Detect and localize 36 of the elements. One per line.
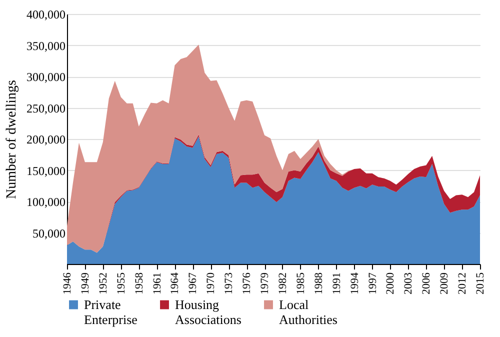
x-tick-label: 2015: [474, 272, 486, 294]
x-tick-label: 2006: [420, 272, 433, 294]
x-tick-label: 1973: [223, 272, 236, 294]
x-tick-label: 1955: [115, 272, 128, 294]
x-tick-label: 1964: [169, 272, 182, 294]
x-tick-label: 1961: [151, 272, 164, 294]
x-tick-label: 1946: [62, 272, 74, 294]
y-tick-label: 250,000: [26, 101, 66, 116]
x-tick-label: 2012: [456, 272, 469, 294]
y-tick-label: 300,000: [26, 70, 66, 84]
x-tick-label: 1988: [312, 272, 325, 294]
x-tick-label: 1976: [241, 272, 254, 294]
x-tick-label: 1949: [79, 272, 92, 294]
x-tick-label: 2009: [438, 272, 451, 294]
legend-label: Private Enterprise: [84, 296, 138, 327]
x-tick-label: 1991: [330, 272, 343, 294]
x-tick-label: 1952: [97, 272, 110, 294]
x-tick-label: 2000: [384, 272, 397, 294]
x-tick-label: 1970: [205, 272, 218, 294]
y-tick-label: 200,000: [26, 132, 66, 146]
x-tick-label: 1958: [133, 272, 146, 294]
x-tick-label: 1994: [348, 272, 361, 294]
x-tick-label: 1997: [366, 272, 379, 294]
y-tick-label: 150,000: [26, 164, 66, 178]
y-tick-label: 350,000: [26, 38, 66, 53]
x-tick-label: 1985: [294, 272, 307, 294]
y-axis-title: Number of dwellings: [4, 80, 20, 199]
x-tick-label: 2003: [402, 272, 415, 294]
x-tick-label: 1967: [187, 272, 200, 294]
y-tick-label: 50,000: [32, 226, 66, 240]
legend-label: Housing Associations: [175, 296, 242, 327]
y-tick-label: 400,000: [26, 8, 66, 22]
x-tick-label: 1982: [276, 272, 289, 294]
x-tick-label: 1979: [259, 272, 272, 294]
y-tick-label: 100,000: [26, 195, 66, 209]
legend-label: Local Authorities: [279, 296, 338, 327]
